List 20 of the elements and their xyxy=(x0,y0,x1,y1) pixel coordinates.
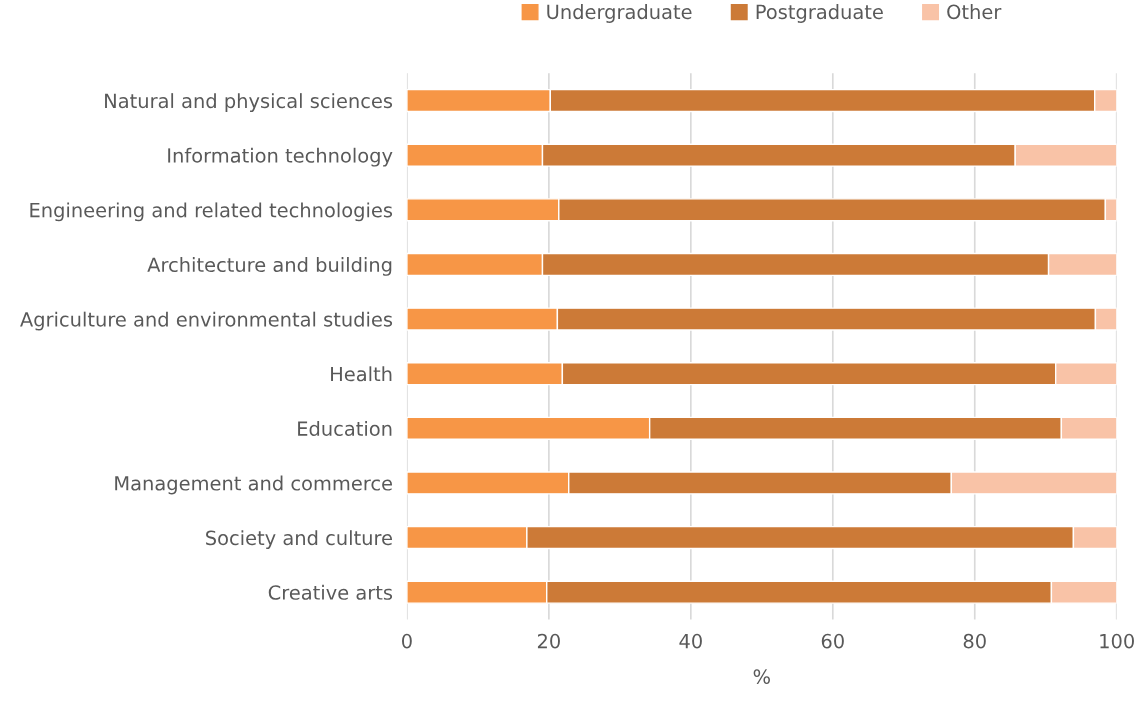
x-tick-label: 40 xyxy=(679,633,702,649)
y-tick-label: Information technology xyxy=(168,147,393,167)
y-tick-label: Natural and physical sciences xyxy=(105,93,393,112)
legend-label: Postgraduate xyxy=(756,4,883,23)
x-tick-label: 100 xyxy=(1100,633,1134,649)
y-tick-label: Creative arts xyxy=(268,584,393,600)
y-tick-label: Management and commerce xyxy=(115,475,392,495)
y-tick-label: Architecture and building xyxy=(147,257,392,276)
legend-label: Other xyxy=(947,4,1002,20)
x-tick-label: 80 xyxy=(963,633,986,649)
y-tick-label: Education xyxy=(298,420,392,436)
legend-label: Undergraduate xyxy=(547,4,692,23)
x-axis-title: % xyxy=(753,669,770,684)
y-tick-label: Agriculture and environmental studies xyxy=(20,311,393,331)
y-tick-label: Health xyxy=(331,366,392,382)
x-tick-label: 60 xyxy=(821,633,844,649)
x-tick-label: 20 xyxy=(537,633,560,649)
y-tick-label: Society and culture xyxy=(206,530,392,550)
x-tick-label: 0 xyxy=(402,633,412,649)
y-tick-label: Engineering and related technologies xyxy=(30,202,393,222)
